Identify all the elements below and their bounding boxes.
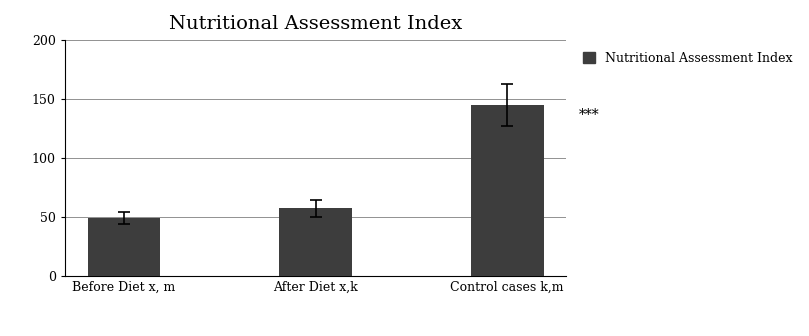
Bar — [87, 218, 160, 276]
Legend: Nutritional Assessment Index: Nutritional Assessment Index — [578, 47, 798, 70]
Bar — [279, 208, 352, 276]
Bar — [471, 105, 544, 276]
Title: Nutritional Assessment Index: Nutritional Assessment Index — [169, 15, 462, 33]
Text: ***: *** — [578, 108, 599, 122]
